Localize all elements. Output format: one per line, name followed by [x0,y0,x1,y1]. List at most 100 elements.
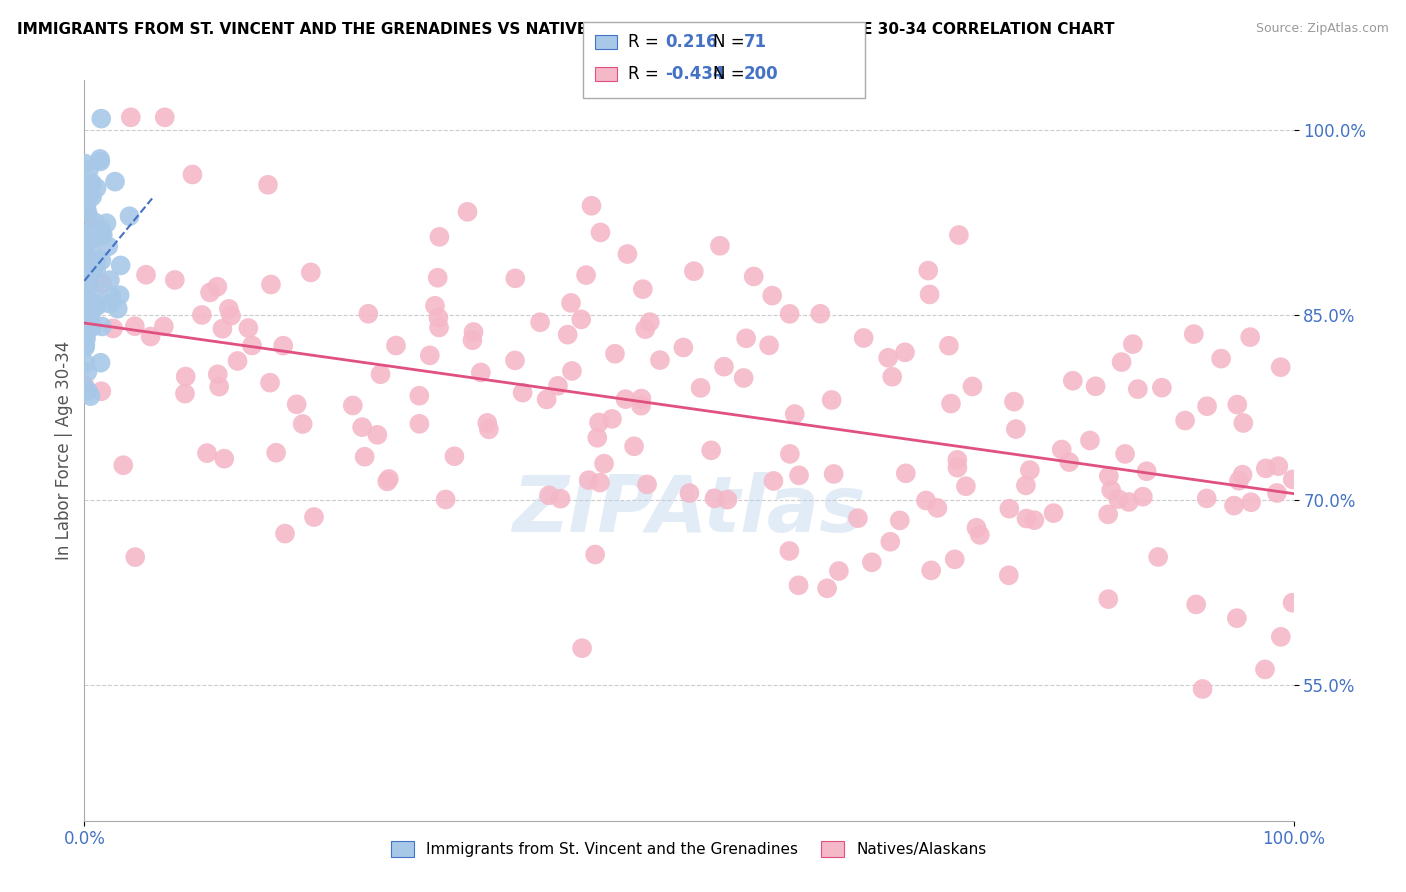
Text: N =: N = [713,33,749,51]
Point [75,340,97,354]
Point [207,368,229,382]
Point [1098,469,1121,483]
Point [1226,398,1249,412]
Point [84,262,107,277]
Point [1050,442,1073,457]
Point [846,511,869,525]
Point [238,321,260,335]
Point [75,327,97,342]
Point [894,467,917,481]
Point [733,371,755,385]
Point [648,353,671,368]
Point [174,369,197,384]
Point [208,379,231,393]
Point [1107,492,1129,507]
Point [76,269,98,284]
Point [79,177,101,191]
Point [512,385,534,400]
Point [429,230,451,244]
Point [73,378,96,392]
Point [80,244,103,258]
Point [98,273,121,287]
Point [589,475,612,490]
Point [77,189,100,203]
Point [742,269,765,284]
Point [90,253,112,268]
Point [76,309,98,323]
Point [537,488,560,502]
Point [73,244,96,258]
Point [90,356,112,370]
Text: 71: 71 [744,33,766,51]
Point [1136,464,1159,478]
Point [79,312,101,326]
Point [758,338,780,352]
Point [630,392,652,406]
Point [75,289,97,303]
Point [291,417,314,431]
Point [783,407,806,421]
Point [589,226,612,240]
Point [79,389,101,403]
Point [76,384,98,398]
Point [75,356,97,370]
Point [84,215,107,229]
Point [762,474,785,488]
Point [918,287,941,301]
Point [80,296,103,310]
Point [1118,495,1140,509]
Point [1114,447,1136,461]
Point [1182,327,1205,342]
Point [212,451,235,466]
Point [503,271,526,285]
Point [1267,459,1289,474]
Point [75,268,97,282]
Point [353,450,375,464]
Point [787,578,810,592]
Point [73,335,96,350]
Point [700,443,723,458]
Point [583,548,606,562]
Point [920,563,942,577]
Point [378,472,401,486]
Point [969,528,991,542]
Point [80,305,103,319]
Point [89,152,111,166]
Point [124,550,146,565]
Point [631,282,654,296]
Text: -0.434: -0.434 [665,65,724,83]
Point [274,526,297,541]
Point [219,309,242,323]
Point [600,412,623,426]
Point [915,493,938,508]
Point [616,247,638,261]
Point [427,320,450,334]
Point [894,345,917,359]
Text: N =: N = [713,65,749,83]
Point [285,397,308,411]
Point [426,270,449,285]
Point [87,225,110,239]
Point [578,473,600,487]
Point [1281,596,1303,610]
Point [477,416,499,430]
Point [257,178,280,192]
Point [503,353,526,368]
Point [342,399,364,413]
Point [588,416,610,430]
Point [457,204,479,219]
Point [713,359,735,374]
Y-axis label: In Labor Force | Age 30-34: In Labor Force | Age 30-34 [55,341,73,560]
Point [110,259,132,273]
Point [73,381,96,395]
Point [962,379,984,393]
Point [91,227,114,242]
Point [79,276,101,290]
Point [83,296,105,310]
Point [997,568,1019,582]
Point [536,392,558,407]
Point [614,392,637,406]
Point [716,492,738,507]
Point [470,366,492,380]
Point [357,307,380,321]
